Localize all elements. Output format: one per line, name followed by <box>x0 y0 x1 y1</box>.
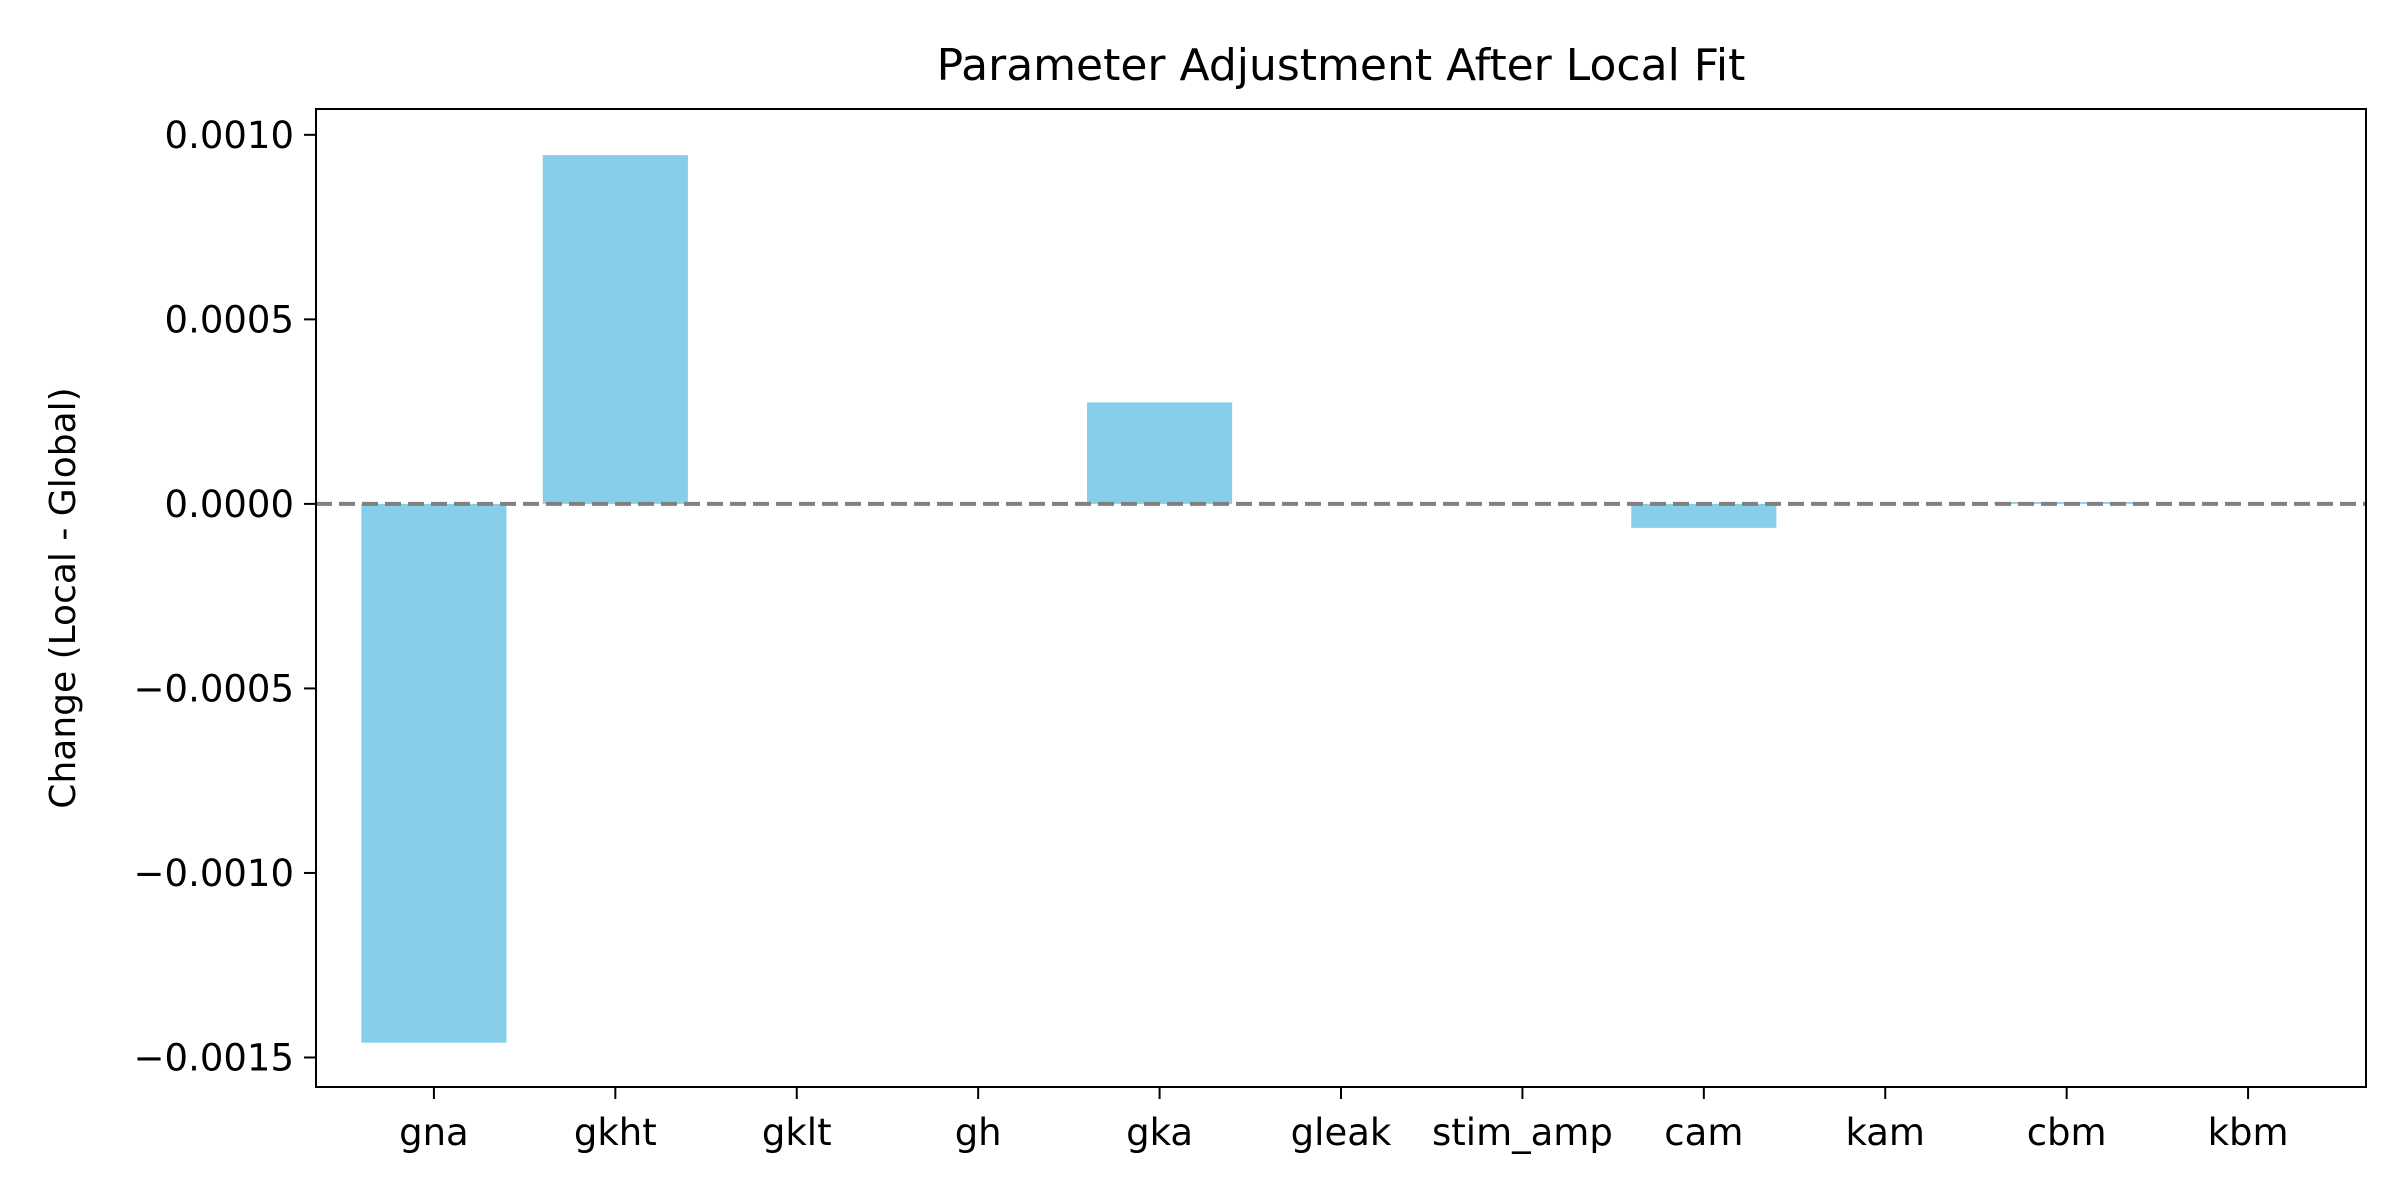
y-tick-label: −0.0005 <box>134 667 294 710</box>
bar-gka <box>1087 402 1233 504</box>
x-tick-label: kbm <box>2208 1111 2289 1154</box>
x-tick-label: cbm <box>2027 1111 2107 1154</box>
bar-gkht <box>542 155 688 504</box>
x-tick-label: kam <box>1845 1111 1925 1154</box>
x-tick-label: gleak <box>1291 1111 1392 1154</box>
x-tick-label: gka <box>1126 1111 1193 1154</box>
plot-frame <box>315 108 2367 1088</box>
y-axis-label: Change (Local - Global) <box>43 387 84 808</box>
y-tick-label: 0.0005 <box>165 298 294 341</box>
x-tick-label: cam <box>1664 1111 1743 1154</box>
bar-gna <box>361 503 507 1043</box>
x-tick-label: stim_amp <box>1432 1111 1613 1154</box>
chart-title: Parameter Adjustment After Local Fit <box>937 40 1746 91</box>
plot-area: 0.0010 0.0005 0.0000 −0.0005 −0.0010 −0.0015 g… <box>134 108 2367 1154</box>
x-tick-label: gh <box>955 1111 1002 1154</box>
y-tick-label: −0.0010 <box>134 852 294 895</box>
bar-cam <box>1631 503 1777 528</box>
y-tick-label: −0.0015 <box>134 1036 294 1079</box>
x-tick-label: gklt <box>762 1111 832 1154</box>
y-tick-label: 0.0010 <box>165 114 294 157</box>
x-tick-label: gkht <box>574 1111 657 1154</box>
x-tick-label: gna <box>399 1111 469 1154</box>
y-tick-label: 0.0000 <box>165 483 294 526</box>
